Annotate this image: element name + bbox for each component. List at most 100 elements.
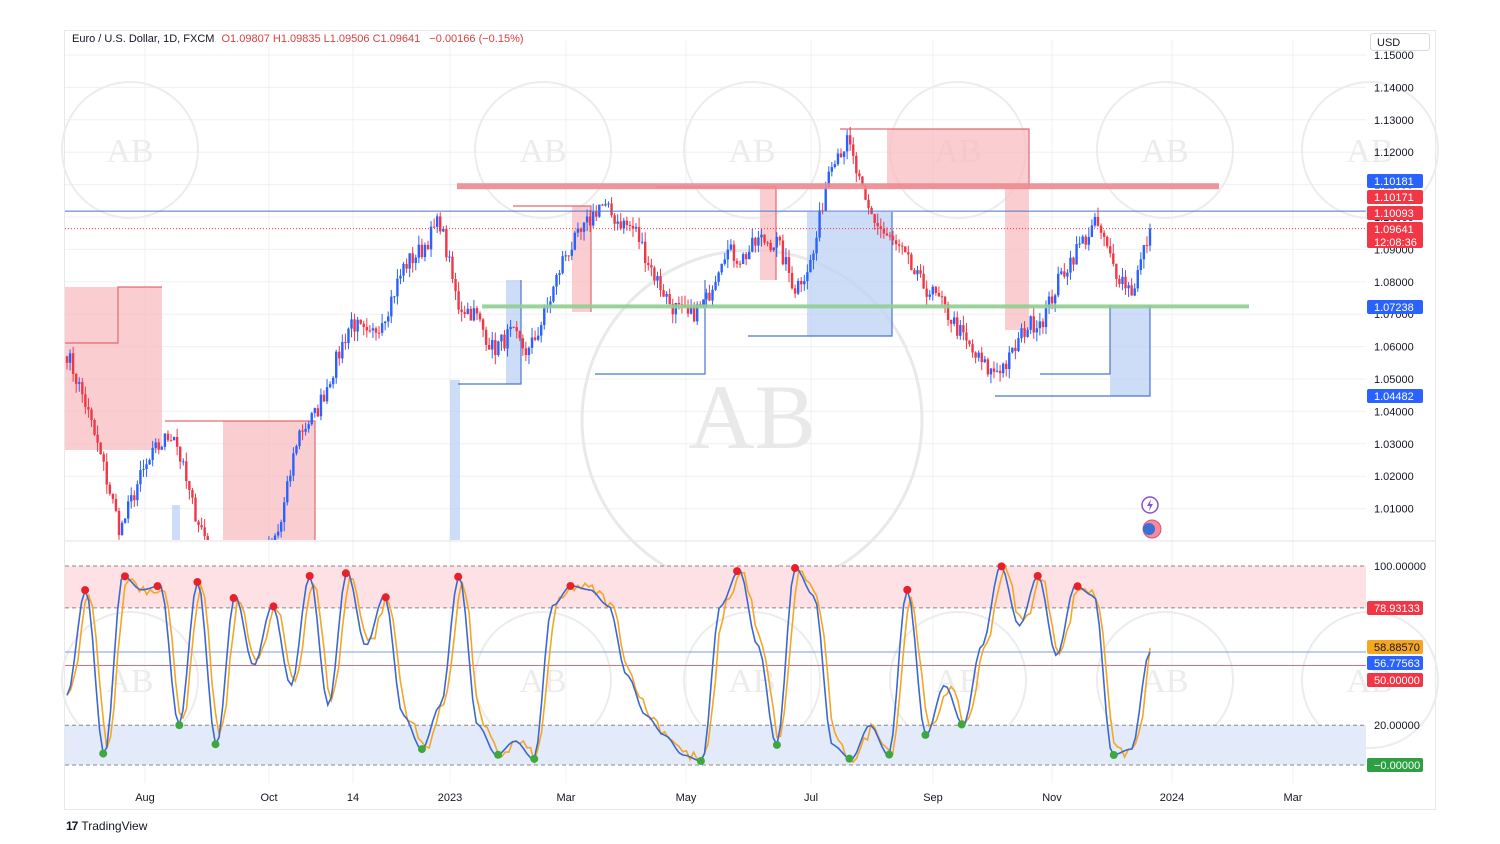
resistance-line [457,183,1219,190]
candle-body [1084,236,1087,245]
candle-body [533,337,537,340]
candle-body [105,461,108,485]
price-axis-tick: 1.06000 [1374,342,1414,354]
candle-body [971,344,974,353]
candle-body [702,299,705,305]
candle-body [888,235,892,237]
candle-body [68,353,72,363]
candle-body [949,319,953,324]
chart-icons[interactable] [1141,496,1162,539]
candle-body [1102,232,1106,237]
candle-body [200,525,203,528]
candle-body [567,255,570,257]
candle-body [362,323,365,327]
candle-body [1121,276,1124,284]
osc-axis-tick: 20.00000 [1374,720,1420,732]
levels [65,183,1366,309]
candle-body [1109,246,1112,254]
candle-body [1142,245,1146,260]
candle-body [71,353,75,374]
candle-body [998,370,1002,374]
candle-body [402,264,405,276]
candle-body [484,329,488,345]
candle-body [592,211,595,226]
candle-body [995,370,999,372]
brand-name: TradingView [81,819,148,833]
candle-body [677,302,681,305]
sell-signal-dot [733,567,742,576]
candle-body [396,278,399,297]
watermark-text: AB [728,133,775,170]
candle-body [130,495,133,502]
candle-body [986,359,990,375]
candle-body [928,294,931,297]
candle-body [659,276,662,291]
price-axis-tick: 1.05000 [1374,374,1414,386]
candle-body [383,321,387,324]
zone-outline [513,205,592,312]
buy-signal-dot [885,750,894,759]
candle-body [283,502,286,523]
candle-body [735,260,739,264]
candle-body [595,211,598,217]
currency-selector[interactable]: USD [1370,33,1430,51]
candle-body [879,226,882,230]
candle-body [423,244,427,258]
candle-body [304,428,307,432]
candle-body [570,249,573,256]
price-axis-tick: 1.12000 [1374,147,1414,159]
candle-body [279,522,283,532]
candle-body [876,222,879,227]
candle-body [78,382,81,384]
candle-body [601,204,604,206]
candle-body [800,280,803,285]
candle-body [322,394,326,402]
candle-body [1136,270,1139,289]
candle-body [848,135,852,145]
candle-body [861,176,864,186]
candle-body [650,265,653,268]
candle-body [194,497,197,522]
candle-body [974,352,977,358]
candle-body [937,292,941,297]
candle-body [741,254,745,265]
candle-body [356,319,359,332]
candle-body [420,244,424,258]
candle-body [625,220,629,226]
candle-body [897,244,901,246]
candle-body [325,387,329,402]
buy-signal-dot [417,745,426,754]
candle-body [126,501,130,519]
candle-body [644,241,647,264]
candle-body [922,273,925,289]
osc-tag-label: 50.00000 [1374,675,1420,687]
candle-body [689,306,693,314]
candle-body [289,475,292,482]
candle-body [1050,296,1054,304]
time-axis-tick: 2023 [438,792,462,804]
candle-body [117,510,121,536]
candle-body [757,237,760,246]
candle-body [114,498,118,511]
candle-body [983,359,986,363]
candle-body [310,413,313,425]
candle-body [157,442,160,450]
candle-body [521,338,525,349]
supply-zone [223,421,315,540]
candle-body [803,281,806,285]
candle-body [714,281,717,290]
sell-signal-dot [1073,582,1082,591]
candle-body [160,446,164,450]
candle-body [946,304,950,320]
candle-body [598,204,601,217]
candle-body [457,291,460,310]
tradingview-brand[interactable]: 17 TradingView [66,819,147,833]
candle-body [359,319,362,324]
candle-body [781,240,785,265]
sell-signal-dot [269,602,278,611]
buy-signal-dot [921,730,930,739]
candle-body [313,408,317,414]
price-tag-box [1367,190,1423,204]
countdown-label: 12:08:36 [1374,237,1417,249]
